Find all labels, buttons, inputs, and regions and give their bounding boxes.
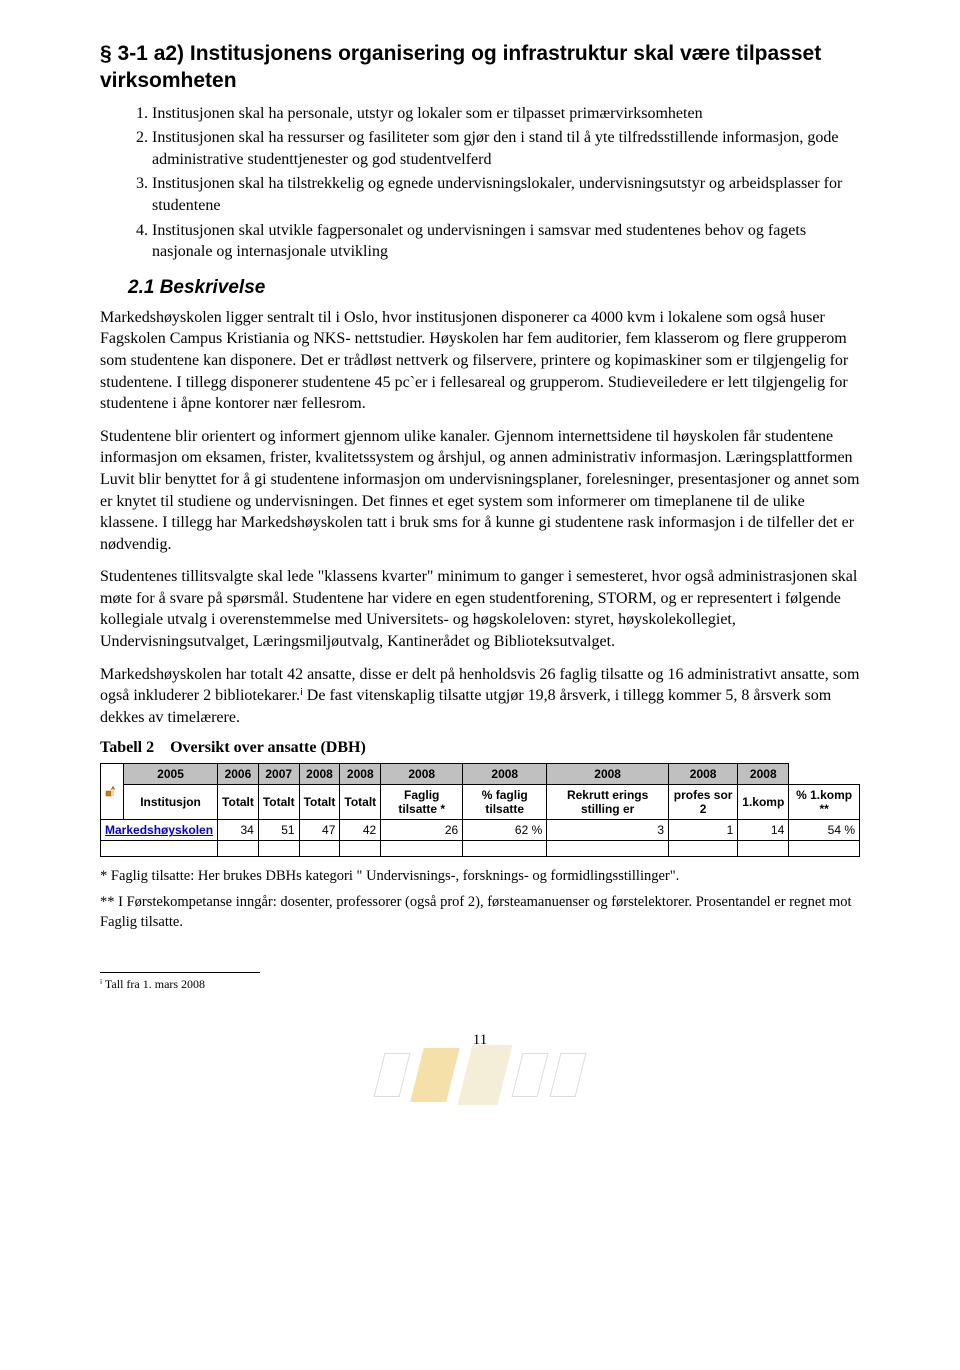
footnote: ** I Førstekompetanse inngår: dosenter, …: [100, 893, 860, 932]
paragraph: Studentenes tillitsvalgte skal lede "kla…: [100, 566, 860, 652]
header-cell: Rekrutt erings stilling er: [547, 785, 669, 820]
data-cell: 34: [218, 820, 259, 841]
section-heading: § 3-1 a2) Institusjonens organisering og…: [100, 40, 860, 95]
year-cell: 2008: [463, 764, 547, 785]
footer-decoration: [100, 1045, 860, 1105]
diamond-icon: [374, 1053, 411, 1097]
header-cell: Institusjon: [124, 785, 218, 820]
year-cell: 2008: [669, 764, 738, 785]
header-cell: Faglig tilsatte *: [381, 785, 463, 820]
data-cell: 42: [340, 820, 381, 841]
year-cell: 2008: [738, 764, 789, 785]
list-item: Institusjonen skal utvikle fagpersonalet…: [152, 220, 860, 263]
year-cell: 2006: [218, 764, 259, 785]
header-cell: Totalt: [218, 785, 259, 820]
diamond-icon: [458, 1045, 513, 1105]
paragraph: Studentene blir orientert og informert g…: [100, 426, 860, 556]
list-item: Institusjonen skal ha personale, utstyr …: [152, 103, 860, 125]
data-cell: 47: [299, 820, 340, 841]
header-cell: % faglig tilsatte: [463, 785, 547, 820]
list-item: Institusjonen skal ha ressurser og fasil…: [152, 127, 860, 170]
header-cell: Totalt: [299, 785, 340, 820]
year-cell: 2007: [258, 764, 299, 785]
year-cell: 2008: [299, 764, 340, 785]
institution-name: Markedshøyskolen: [101, 820, 218, 841]
year-cell: 2008: [381, 764, 463, 785]
staff-table: 2005 2006 2007 2008 2008 2008 2008 2008 …: [100, 763, 860, 857]
data-cell: 51: [258, 820, 299, 841]
table-year-row: 2005 2006 2007 2008 2008 2008 2008 2008 …: [101, 764, 860, 785]
year-cell: 2005: [124, 764, 218, 785]
table-row: Markedshøyskolen 34 51 47 42 26 62 % 3 1…: [101, 820, 860, 841]
requirements-list: Institusjonen skal ha personale, utstyr …: [100, 103, 860, 263]
header-cell: 1.komp: [738, 785, 789, 820]
paragraph: Markedshøyskolen har totalt 42 ansatte, …: [100, 664, 860, 729]
data-cell: 54 %: [789, 820, 860, 841]
header-cell: % 1.komp **: [789, 785, 860, 820]
year-cell: 2008: [547, 764, 669, 785]
footnote: * Faglig tilsatte: Her brukes DBHs kateg…: [100, 867, 860, 887]
corner-icon: [101, 764, 124, 820]
table-header-row: Institusjon Totalt Totalt Totalt Totalt …: [101, 785, 860, 820]
diamond-icon: [550, 1053, 587, 1097]
header-cell: Totalt: [258, 785, 299, 820]
data-cell: 1: [669, 820, 738, 841]
list-item: Institusjonen skal ha tilstrekkelig og e…: [152, 173, 860, 216]
data-cell: 14: [738, 820, 789, 841]
endnote: ⁱ Tall fra 1. mars 2008: [100, 972, 860, 992]
diamond-icon: [512, 1053, 549, 1097]
table-title: Tabell 2 Oversikt over ansatte (DBH): [100, 739, 860, 757]
header-cell: profes sor 2: [669, 785, 738, 820]
data-cell: 62 %: [463, 820, 547, 841]
data-cell: 26: [381, 820, 463, 841]
table-row: [101, 841, 860, 857]
year-cell: 2008: [340, 764, 381, 785]
paragraph: Markedshøyskolen ligger sentralt til i O…: [100, 307, 860, 415]
header-cell: Totalt: [340, 785, 381, 820]
data-cell: 3: [547, 820, 669, 841]
subsection-heading: 2.1 Beskrivelse: [128, 277, 860, 299]
diamond-icon: [410, 1048, 459, 1102]
